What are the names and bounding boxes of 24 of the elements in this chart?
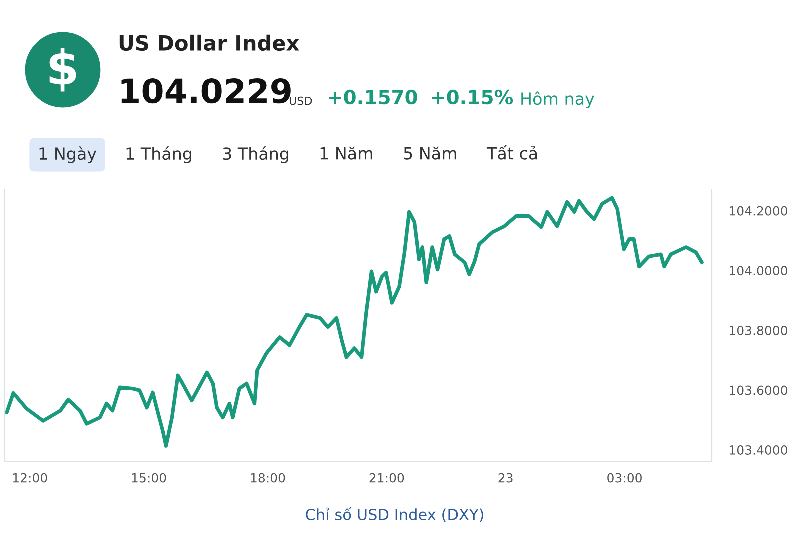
text: Chỉ số USD Index (DXY) (306, 507, 484, 522)
y-tick-label: 103.8000 (730, 326, 788, 336)
text: Tất cả (486, 146, 538, 160)
y-tick-label: 103.6000 (730, 386, 788, 396)
text: USD (290, 96, 312, 106)
text: 1 Tháng (126, 146, 192, 164)
x-tick-label: 18:00 (251, 473, 286, 483)
chart-subtitle: 104.0229 (122, 78, 291, 104)
text: 3 Tháng (223, 146, 288, 164)
x-tick-label: 03:00 (608, 473, 642, 483)
y-tick-label: 104.0000 (730, 266, 788, 276)
text: 5 Năm (404, 146, 456, 160)
chart-title: US Dollar Index (120, 34, 300, 52)
x-tick-label: 23 (498, 473, 513, 483)
y-tick-label: 104.2000 (730, 206, 788, 216)
x-tick-label: 12:00 (13, 473, 48, 483)
y-tick-label: 103.4000 (730, 446, 788, 455)
x-tick-label: 15:00 (132, 473, 166, 483)
text: Hôm nay (522, 92, 594, 108)
text: 1 Ngày (40, 146, 97, 164)
text: +0.1570 (329, 90, 418, 105)
x-tick-label: 21:00 (370, 473, 404, 483)
text: +0.15% (432, 90, 514, 105)
text: 1 Năm (320, 146, 372, 160)
